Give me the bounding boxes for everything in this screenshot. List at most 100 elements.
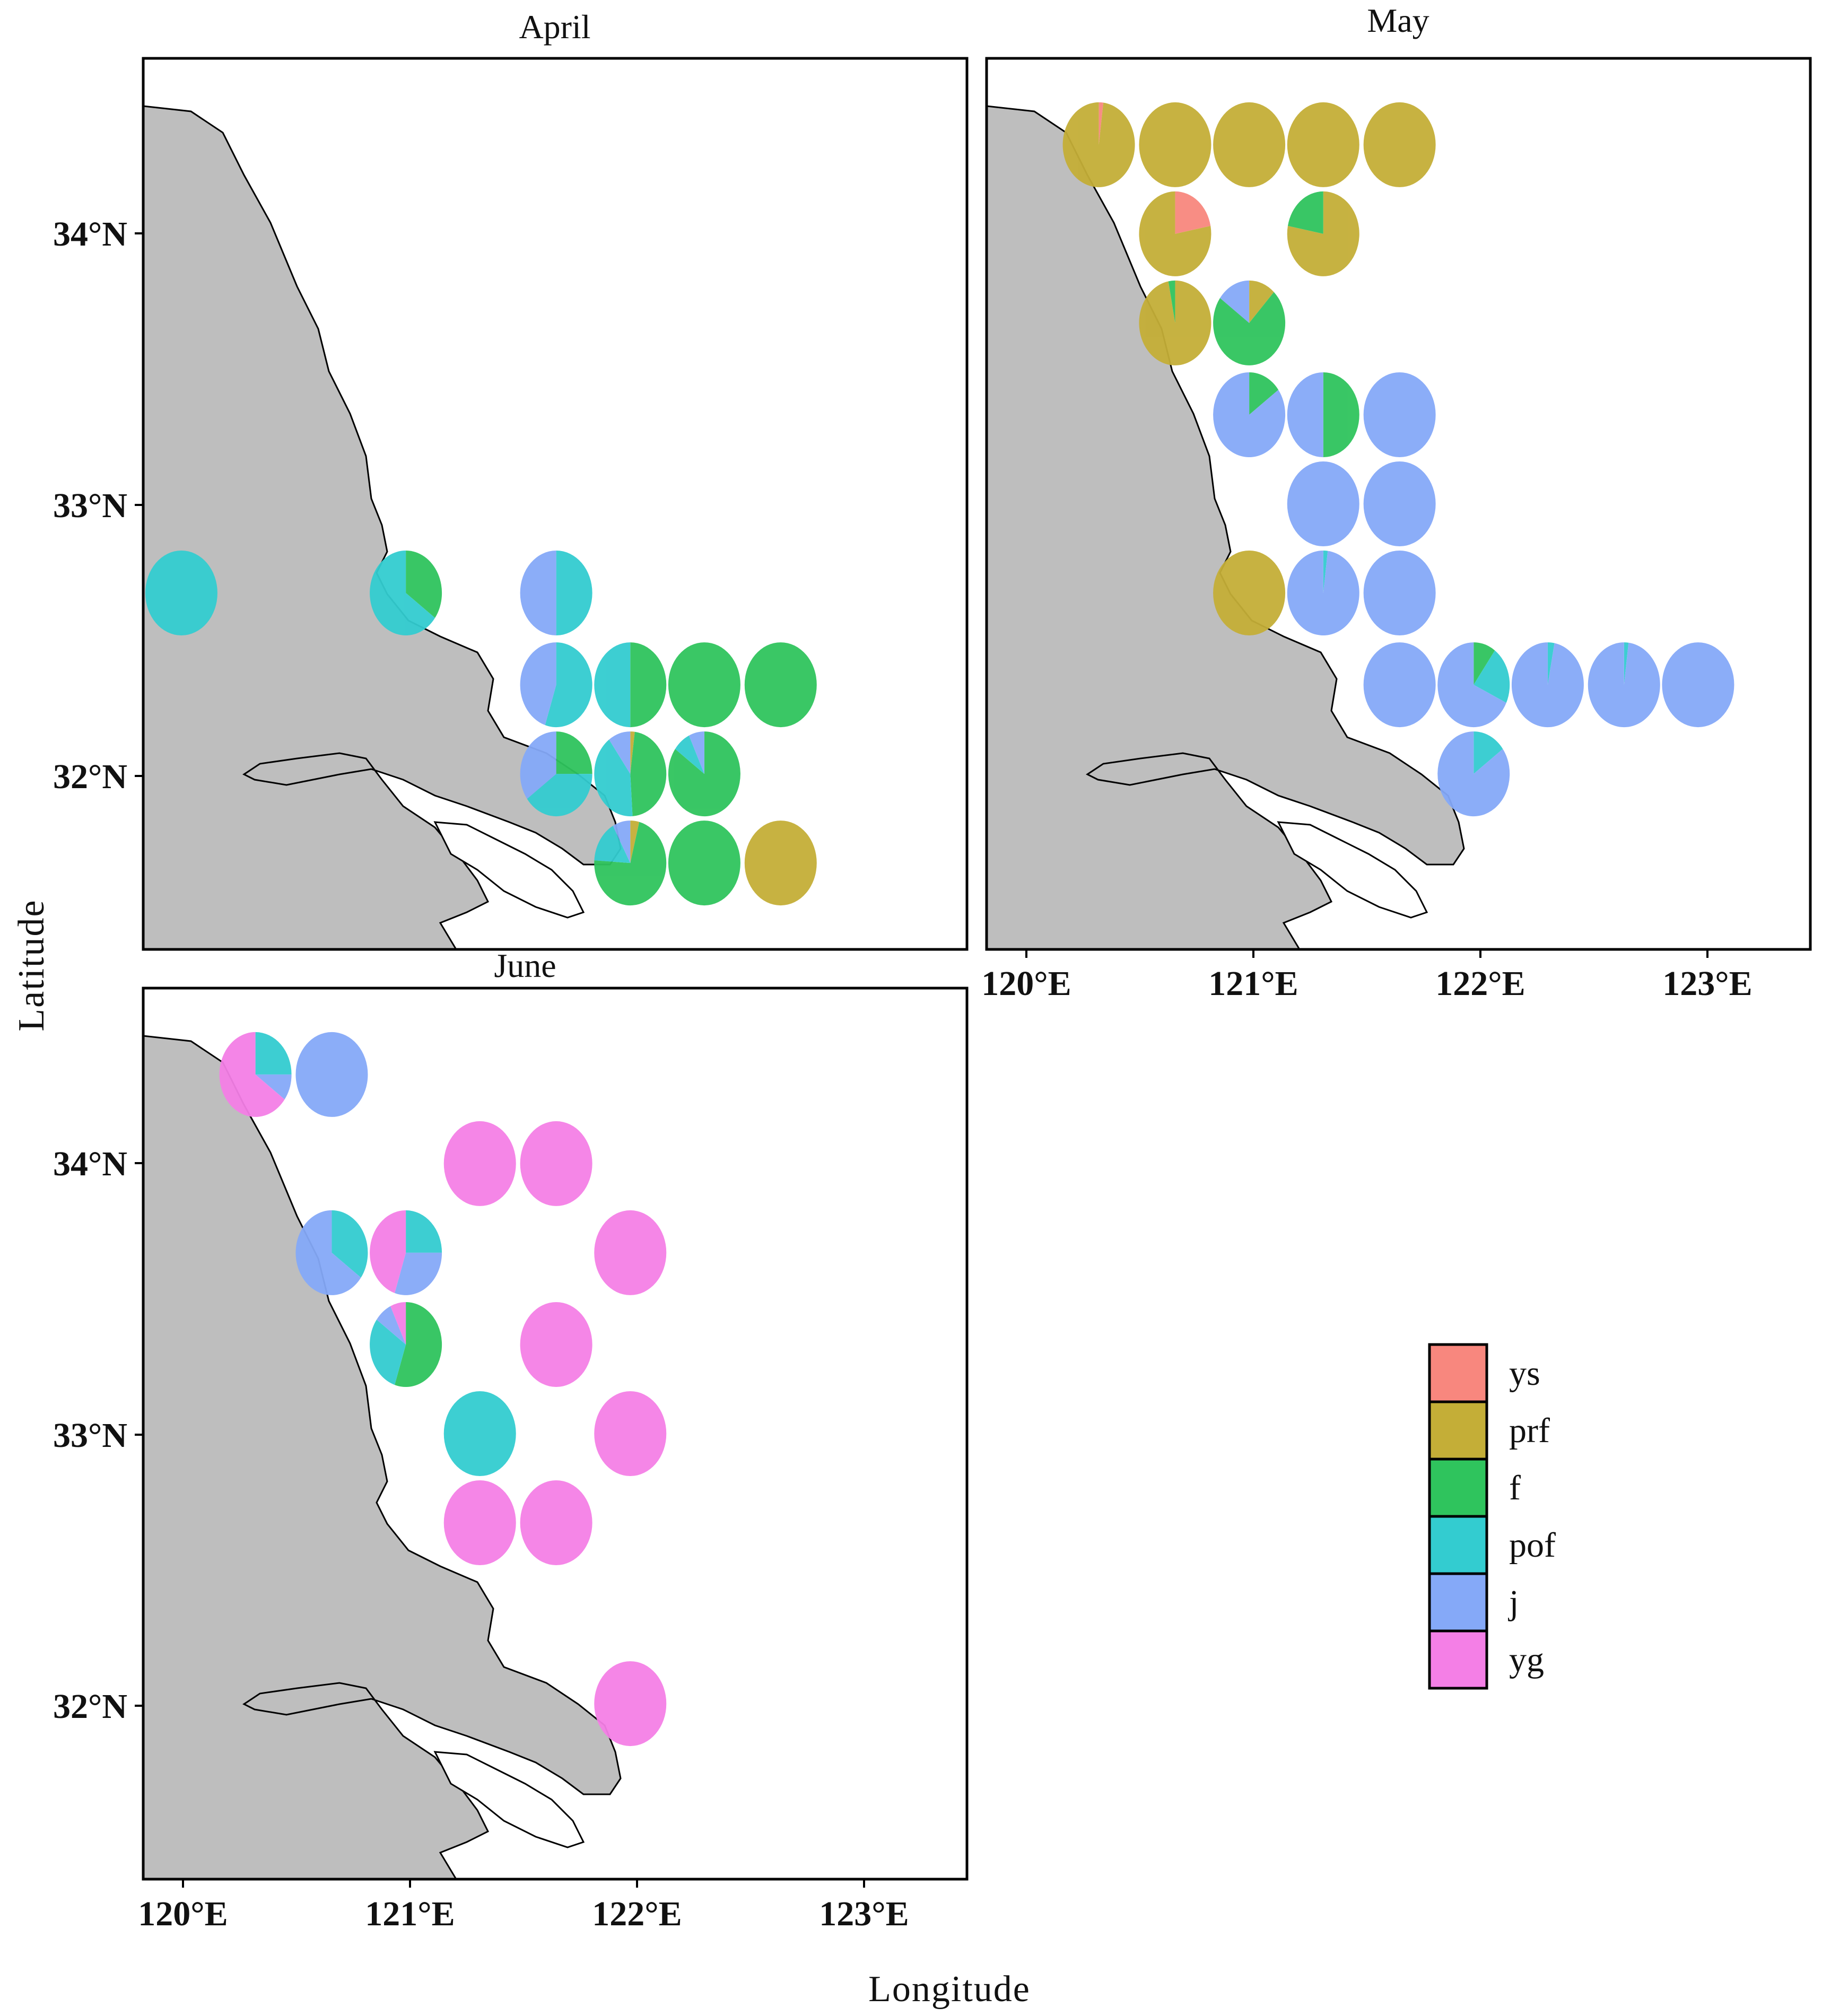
pie-slice-j [1662, 642, 1734, 728]
pie-slice-pof [675, 735, 704, 774]
pie-slice-prf [630, 821, 640, 863]
pie-slice-yg [443, 1121, 516, 1206]
station-pie [219, 1032, 292, 1117]
station-pie [594, 642, 667, 728]
legend: ys prf f pof j yg [1428, 1343, 1556, 1690]
station-pie [520, 1302, 592, 1387]
lat-tick-label: 34°N [53, 215, 127, 254]
coastline-land [143, 105, 622, 949]
station-pie [443, 1121, 516, 1206]
pie-slice-pof [1624, 642, 1629, 685]
y-axis-title: Latitude [11, 899, 52, 1031]
pie-slice-f [1474, 642, 1495, 685]
pie-slice-j [520, 731, 556, 799]
station-pie [1511, 642, 1584, 728]
pie-slice-pof [545, 642, 592, 728]
pie-slice-j [1363, 372, 1436, 457]
station-pie [1662, 642, 1734, 728]
pie-slice-f [1287, 191, 1323, 234]
pie-slice-pof [556, 551, 592, 635]
station-pie [668, 642, 740, 728]
station-pie [295, 1210, 368, 1295]
panel-title-may: May [1367, 2, 1429, 39]
pie-slice-pof [370, 551, 435, 635]
legend-label-pof: pof [1509, 1526, 1556, 1565]
pie-slice-prf [1287, 102, 1359, 187]
lat-tick-label: 32°N [53, 757, 127, 796]
pie-slice-pof [332, 1210, 368, 1278]
pie-slice-j [613, 821, 631, 863]
pie-slice-pof [370, 1319, 406, 1385]
station-pie [1213, 280, 1286, 365]
lat-tick-label: 34°N [53, 1145, 127, 1183]
station-pie [668, 731, 740, 817]
lon-tick-label: 123°E [819, 1895, 909, 1933]
station-pie [1588, 642, 1660, 728]
pie-slice-prf [1363, 102, 1436, 187]
island [433, 821, 585, 919]
station-pie [520, 551, 592, 635]
pie-slice-prf [1062, 102, 1135, 187]
station-pie [744, 642, 817, 728]
pie-slice-prf [1139, 191, 1211, 276]
station-pie [744, 821, 817, 906]
panel-title-april: April [519, 8, 590, 46]
pie-slice-prf [1139, 280, 1211, 365]
pie-slice-f [630, 642, 667, 728]
pie-slice-f [395, 1302, 442, 1387]
station-pie [1139, 102, 1211, 187]
lon-axis-june: 120°E 121°E 122°E 123°E [138, 1879, 909, 1933]
legend-swatch-prf [1428, 1400, 1488, 1461]
station-pie [1437, 642, 1510, 728]
pie-slice-pof [594, 642, 631, 728]
pie-slice-j [688, 731, 704, 774]
legend-label-j: j [1508, 1583, 1519, 1622]
pie-slice-yg [390, 1302, 406, 1345]
pie-slice-j [255, 1074, 292, 1099]
station-pie [1363, 102, 1436, 187]
station-pie [1287, 102, 1359, 187]
pie-slice-yg [219, 1032, 285, 1117]
lon-tick-label: 122°E [592, 1895, 682, 1933]
lon-tick-label: 121°E [1208, 964, 1298, 1003]
pie-slice-j [609, 731, 631, 774]
pie-slice-j [1437, 731, 1510, 817]
pie-slice-j [295, 1032, 368, 1117]
pie-slice-pof [594, 739, 633, 817]
station-pie [1287, 551, 1359, 635]
lon-tick-label: 123°E [1662, 964, 1752, 1003]
pie-slice-prf [1213, 102, 1286, 187]
pie-slice-yg [520, 1480, 592, 1565]
pie-slice-pof [145, 551, 217, 635]
pie-slice-prf [1213, 551, 1286, 635]
coastline-land [143, 1035, 622, 1879]
station-pie [520, 731, 592, 817]
legend-swatch-f [1428, 1458, 1488, 1518]
pie-slice-j [1287, 372, 1323, 457]
station-pie [295, 1032, 368, 1117]
legend-label-yg: yg [1509, 1640, 1544, 1679]
pie-slice-j [1588, 642, 1660, 728]
pie-slice-j [1287, 461, 1359, 546]
station-pie [1213, 102, 1286, 187]
panel-frame-may [985, 57, 1812, 951]
pie-slice-j [1363, 642, 1436, 728]
station-pie [1287, 461, 1359, 546]
pie-slice-ys [1175, 191, 1211, 234]
lat-tick-label: 33°N [53, 1416, 127, 1455]
pie-slice-pof [255, 1032, 292, 1075]
pie-slice-j [1363, 551, 1436, 635]
pie-slice-pof [443, 1391, 516, 1476]
station-pie [1139, 280, 1211, 365]
pie-slice-yg [594, 1210, 667, 1295]
panel-april: April [142, 8, 969, 951]
pie-slice-j [1363, 461, 1436, 546]
pie-slice-f [1213, 292, 1286, 365]
pie-slice-yg [520, 1302, 592, 1387]
pie-slice-yg [520, 1121, 592, 1206]
pie-slice-pof [1474, 731, 1503, 774]
coastline-land [987, 105, 1465, 949]
pie-slice-j [1287, 551, 1359, 635]
pie-slice-j [395, 1252, 442, 1295]
